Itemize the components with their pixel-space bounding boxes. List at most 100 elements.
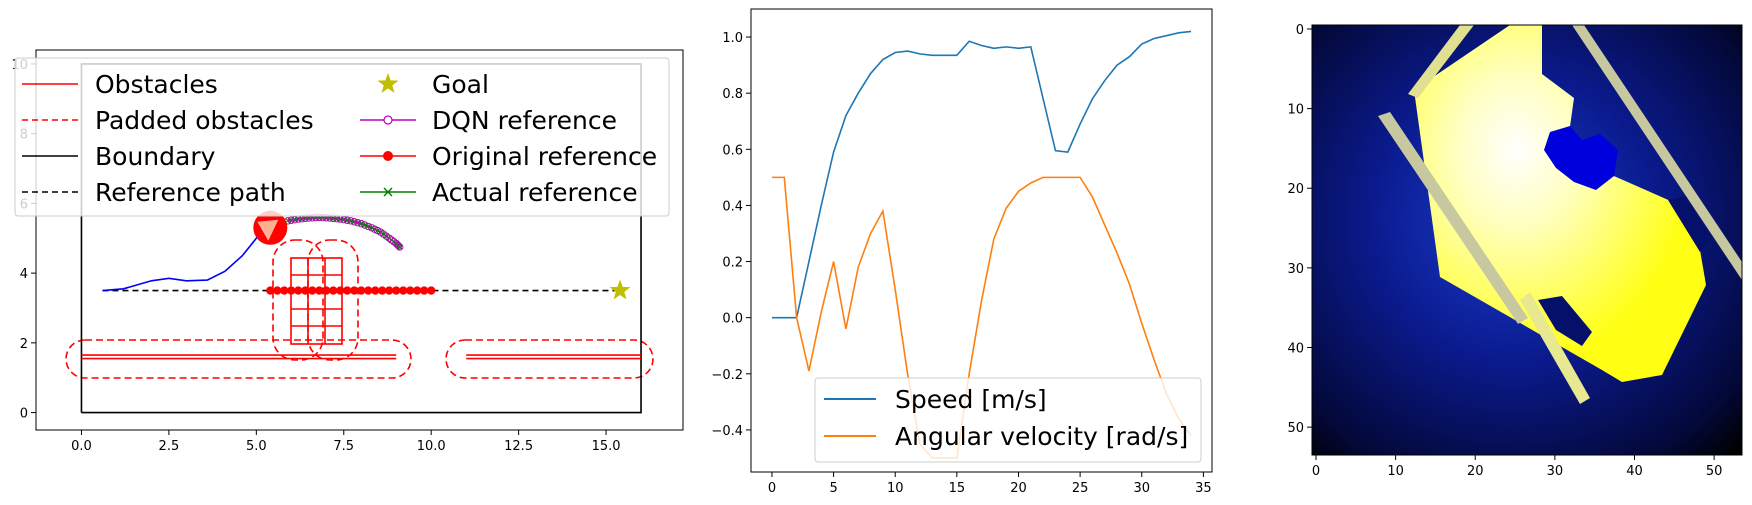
legend-handle-marker	[377, 73, 399, 93]
original-reference-point	[420, 286, 429, 295]
heatmap-free-region	[1414, 25, 1706, 382]
original-reference-point	[392, 286, 401, 295]
original-reference-point	[308, 286, 317, 295]
original-reference-point	[266, 286, 275, 295]
left-xtick-label: 5.0	[246, 439, 267, 454]
dqn-reference-point	[357, 219, 365, 228]
middle-data-layer	[771, 30, 1192, 459]
padded-obstacle-column-b	[307, 239, 359, 361]
heatmap-edge-top	[1408, 25, 1474, 98]
original-reference-point	[280, 286, 289, 295]
padded-obstacle-left	[65, 339, 412, 379]
right-xtick-label: 10	[1387, 464, 1404, 479]
panel-middle: 0 5 10 15 20 25 30 35 −0.4 −0.2 0.0 0.2 0.4 0.6 0.8 1.0…	[711, 8, 1213, 496]
original-reference-point	[336, 286, 345, 295]
legend-label: Goal	[432, 70, 489, 99]
middle-legend-frame	[814, 377, 1202, 463]
right-ytick-label: 40	[1287, 342, 1304, 357]
middle-ytick-label: 1.0	[722, 31, 743, 46]
left-ytick-label: 0	[20, 407, 28, 422]
goal-marker	[609, 279, 631, 300]
legend-handle-marker	[383, 151, 393, 161]
legend-label: Padded obstacles	[95, 106, 314, 135]
middle-ytick-label: −0.4	[711, 424, 743, 439]
middle-ytick-label: 0.8	[722, 87, 743, 102]
dqn-reference-point	[387, 236, 396, 244]
original-reference-point	[350, 286, 359, 295]
left-xtick-label: 0.0	[71, 439, 92, 454]
original-reference-point	[385, 286, 394, 295]
middle-ytick-label: 0.2	[722, 256, 743, 271]
right-ytick-label: 30	[1287, 262, 1304, 277]
trajectory-line	[102, 223, 271, 292]
legend-label: Reference path	[95, 178, 286, 207]
middle-xtick-label: 30	[1133, 481, 1150, 496]
middle-ytick-label: −0.2	[711, 368, 743, 383]
original-reference-point	[413, 286, 422, 295]
padded-obstacle-right	[445, 339, 654, 379]
original-reference-point	[364, 286, 373, 295]
right-xtick-label: 30	[1547, 464, 1564, 479]
original-reference-point	[357, 286, 366, 295]
right-ytick-label: 20	[1287, 182, 1304, 197]
left-ytick-label: 4	[20, 267, 28, 282]
right-ytick-label: 0	[1296, 23, 1304, 38]
middle-ytick-label: 0.0	[722, 312, 743, 327]
middle-xtick-label: 20	[1010, 481, 1027, 496]
middle-ytick-label: 0.6	[722, 143, 743, 158]
left-xtick-label: 2.5	[159, 439, 180, 454]
middle-legend-label: Angular velocity [rad/s]	[895, 422, 1188, 451]
right-xtick-label: 40	[1626, 464, 1643, 479]
dqn-reference-point	[361, 221, 369, 229]
middle-xtick-label: 35	[1195, 481, 1212, 496]
left-ytick-label: 2	[20, 337, 28, 352]
legend-label: Boundary	[95, 142, 216, 171]
dqn-reference-point	[393, 240, 402, 249]
middle-legend: Speed [m/s] Angular velocity [rad/s]	[814, 377, 1202, 463]
legend-handle-marker	[383, 187, 393, 197]
left-xtick-label: 12.5	[504, 439, 533, 454]
original-reference-point	[399, 286, 408, 295]
right-xtick-label: 20	[1467, 464, 1484, 479]
middle-ytick-label: 0.4	[722, 199, 743, 214]
middle-ticks: 0 5 10 15 20 25 30 35 −0.4 −0.2 0.0 0.2 0.4 0.6 0.8 1.0	[711, 31, 1211, 496]
heatmap-edge-top-right	[1572, 25, 1742, 280]
left-legend-frame	[14, 57, 670, 217]
legend-label: DQN reference	[432, 106, 617, 135]
original-reference-point	[315, 286, 324, 295]
occupancy-heatmap	[1312, 25, 1742, 455]
right-xtick-label: 0	[1312, 464, 1320, 479]
middle-xtick-label: 15	[949, 481, 966, 496]
legend-label: Actual reference	[432, 178, 638, 207]
panel-left: 0.02.55.07.510.012.515.00246810	[11, 49, 684, 454]
original-reference-point	[371, 286, 380, 295]
heatmap-slot-right	[1668, 196, 1712, 252]
original-reference-point	[273, 286, 282, 295]
series-line-speed	[771, 30, 1192, 319]
left-xtick-label: 7.5	[333, 439, 354, 454]
middle-legend-label: Speed [m/s]	[895, 385, 1047, 414]
left-xtick-label: 15.0	[592, 439, 621, 454]
middle-xtick-label: 5	[829, 481, 837, 496]
middle-xtick-label: 0	[768, 481, 776, 496]
legend-handle-marker	[383, 115, 393, 125]
right-ticks: 0 10 20 30 40 50 0 10 20 30 40 50	[1287, 23, 1722, 479]
heatmap-edge-left	[1378, 112, 1528, 324]
dqn-reference-point	[396, 243, 404, 251]
original-reference-point	[343, 286, 352, 295]
series-line-angular-velocity	[771, 176, 1192, 459]
legend-label: Original reference	[432, 142, 657, 171]
original-reference-point	[329, 286, 338, 295]
actual-reference-point	[396, 244, 403, 250]
left-data-layer	[80, 63, 642, 414]
heatmap-slot-lower	[1538, 296, 1592, 346]
dqn-reference-point	[364, 222, 372, 231]
left-legend: Obstacles Goal Padded obstacles DQN referen…	[14, 57, 670, 217]
middle-xtick-label: 10	[887, 481, 904, 496]
heatmap-edge-lower	[1520, 292, 1590, 404]
legend-label: Obstacles	[95, 70, 218, 99]
right-ytick-label: 10	[1287, 103, 1304, 118]
heatmap-blob	[1544, 126, 1618, 190]
right-ytick-label: 50	[1287, 421, 1304, 436]
